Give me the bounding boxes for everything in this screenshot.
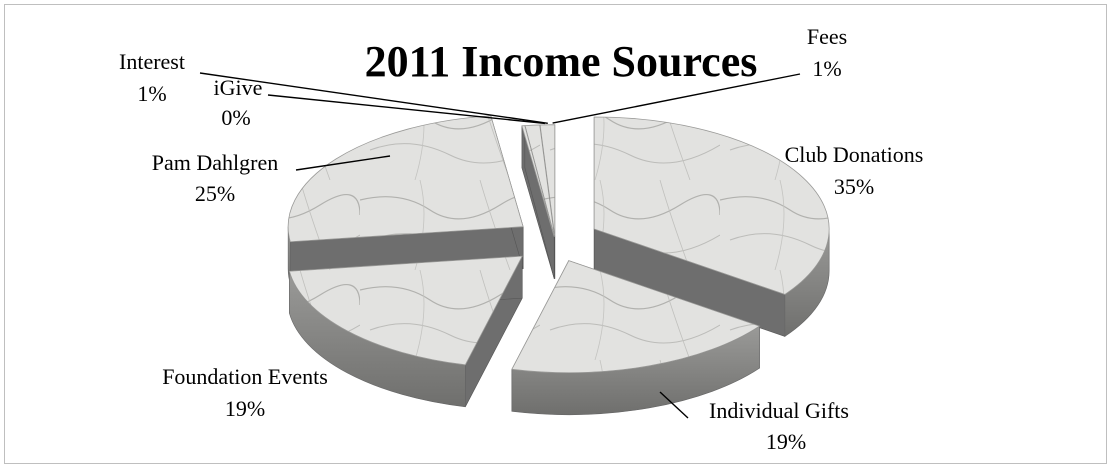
slice-pct-individual-gifts: 19%: [766, 429, 806, 454]
chart-title: 2011 Income Sources: [365, 37, 758, 86]
leader-line-fees: [552, 73, 801, 124]
pie-slice-individual-gifts: [511, 260, 761, 415]
slice-name-foundation-events: Foundation Events: [162, 364, 328, 389]
slice-name-individual-gifts: Individual Gifts: [709, 398, 849, 423]
slice-name-igive: iGive: [214, 75, 263, 100]
pie-slice-foundation-events: [288, 255, 523, 408]
slice-name-club-donations: Club Donations: [785, 142, 924, 167]
leader-line-pam-dahlgren: [295, 155, 391, 171]
slice-pct-interest: 1%: [137, 81, 166, 106]
pie-slice-igive: [521, 125, 555, 279]
slice-pct-foundation-events: 19%: [225, 396, 265, 421]
slice-pct-club-donations: 35%: [834, 174, 874, 199]
slice-name-interest: Interest: [119, 49, 185, 74]
slice-pct-fees: 1%: [812, 56, 841, 81]
leader-line-igive: [267, 94, 546, 125]
pie-layer: [287, 115, 830, 415]
leader-lines: [199, 72, 801, 419]
leader-line-interest: [199, 72, 548, 124]
slice-pct-pam-dahlgren: 25%: [195, 181, 235, 206]
slice-name-fees: Fees: [807, 24, 847, 49]
slice-pct-igive: 0%: [221, 105, 250, 130]
leader-line-individual-gifts: [659, 391, 689, 419]
pie-slice-club-donations: [593, 116, 830, 337]
slice-name-pam-dahlgren: Pam Dahlgren: [152, 150, 278, 175]
